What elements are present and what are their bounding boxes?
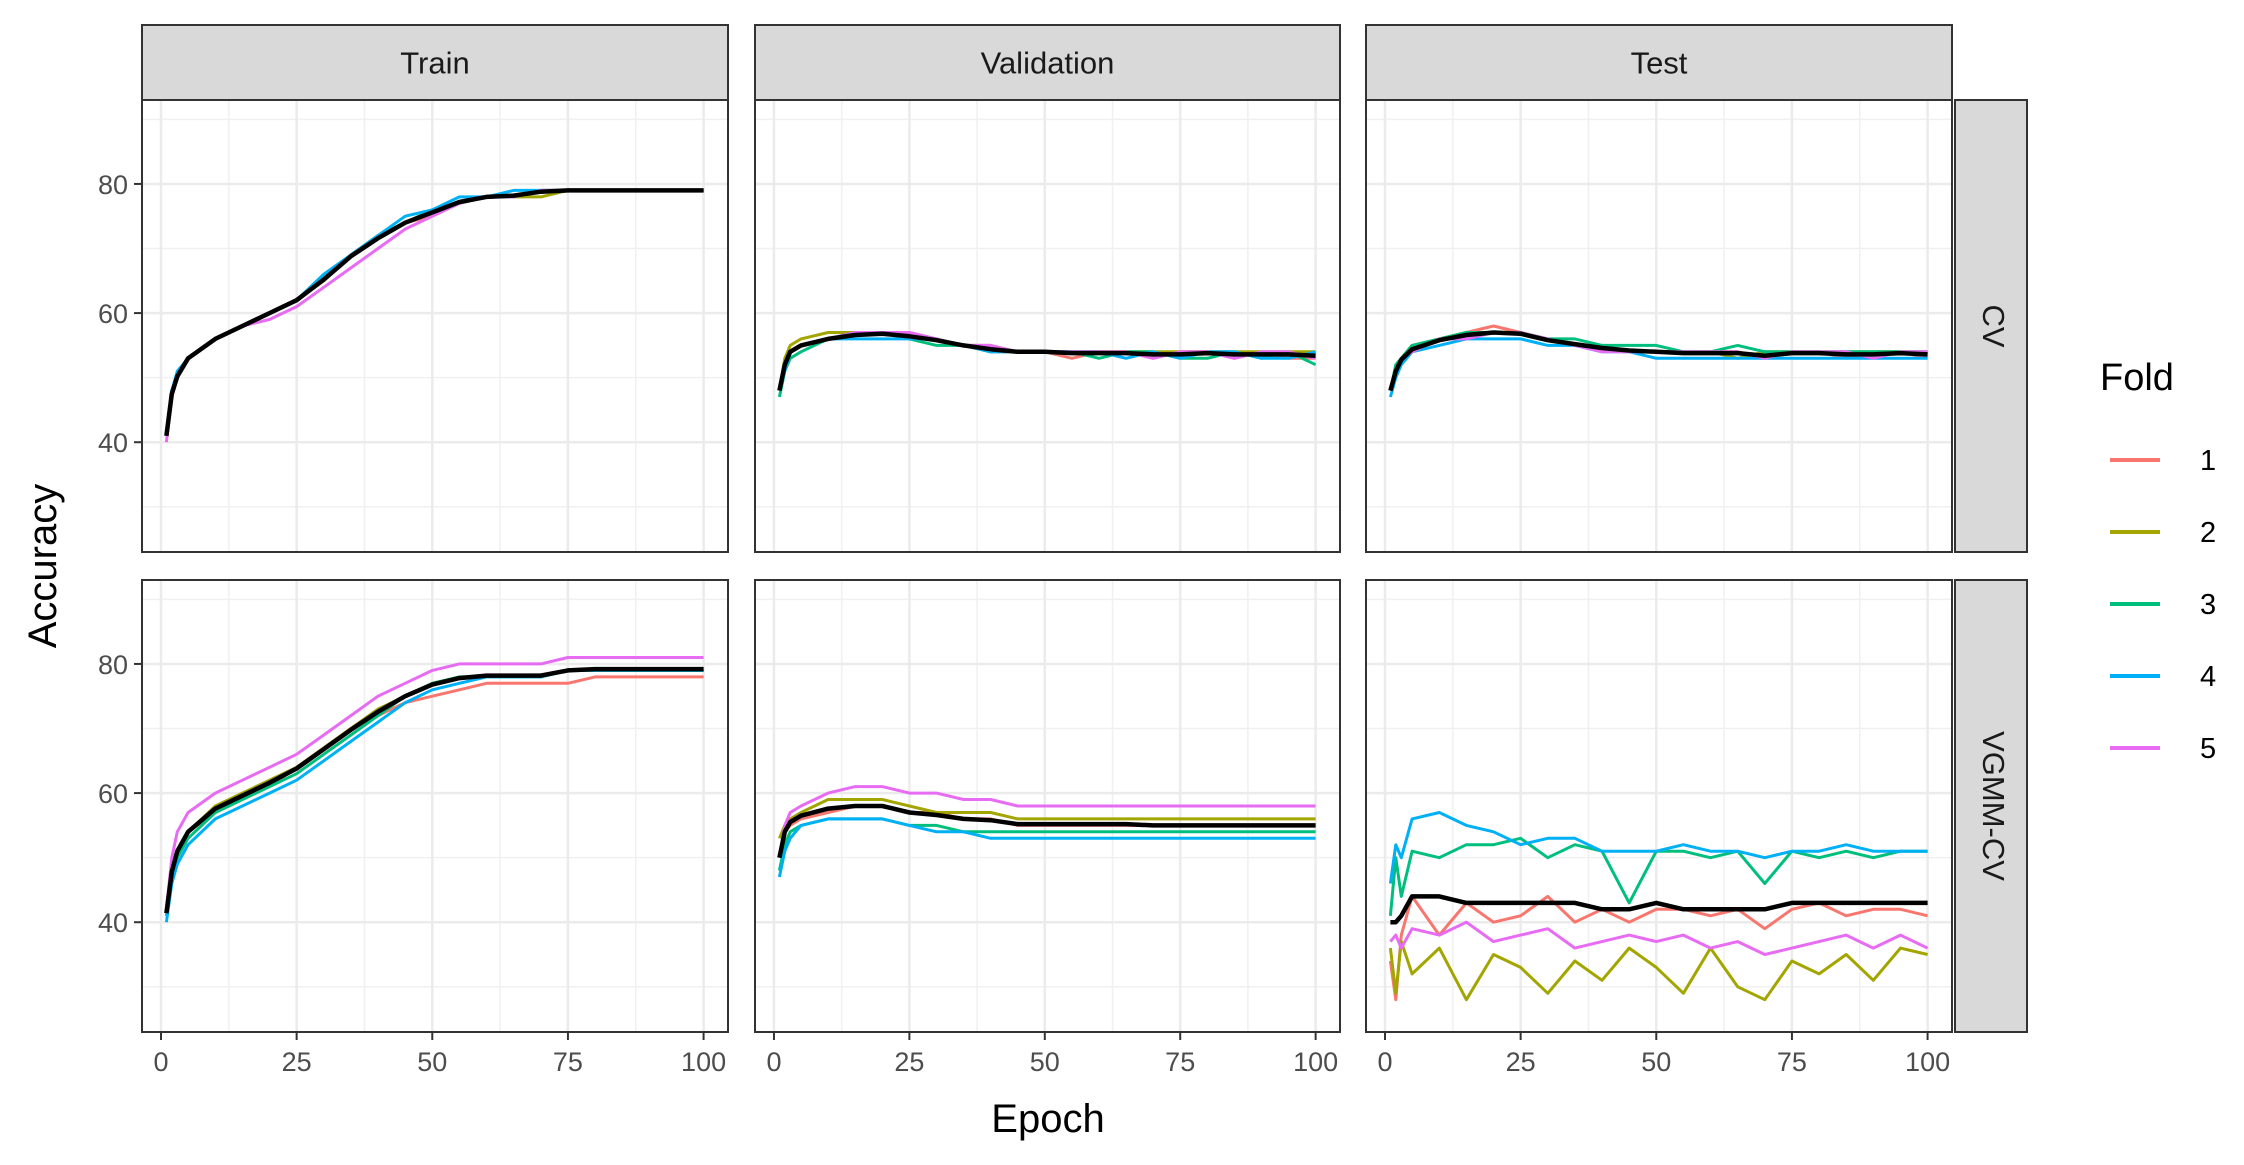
legend-item-fold-5: 5 (2110, 733, 2216, 765)
facet-strips: Train Validation Test CV VGMM-CV (141, 24, 2028, 1033)
legend: Fold 1 2 3 4 5 (2100, 357, 2216, 765)
strip-label: VGMM-CV (1976, 731, 2011, 881)
panel-cv-train (141, 99, 729, 553)
panel-cv-test (1365, 99, 1953, 553)
panel-vgmm-cv-test (1365, 579, 1953, 1033)
x-tick-label: 75 (1777, 1047, 1807, 1077)
x-tick-label: 0 (153, 1047, 168, 1077)
x-tick-label: 100 (1905, 1047, 1950, 1077)
panel-vgmm-cv-validation (754, 579, 1341, 1033)
x-tick-label: 75 (553, 1047, 583, 1077)
x-axis-title: Epoch (991, 1097, 1104, 1141)
series-line-mean (164, 666, 704, 914)
series-line-fold-2 (778, 798, 1316, 839)
legend-label: 3 (2200, 589, 2216, 621)
legend-item-fold-1: 1 (2110, 445, 2216, 477)
strip-label: Validation (981, 46, 1115, 81)
legend-item-fold-2: 2 (2110, 517, 2216, 549)
strip-cv: CV (1954, 99, 2028, 553)
y-tick-label: 80 (98, 650, 128, 680)
legend-label: 5 (2200, 733, 2216, 765)
strip-label: Train (400, 46, 469, 81)
x-tick-label: 25 (282, 1047, 312, 1077)
series-line-fold-4 (777, 817, 1316, 878)
y-tick-label: 60 (98, 779, 128, 809)
strip-label: Test (1631, 46, 1688, 81)
strip-test: Test (1365, 24, 1953, 101)
legend-label: 1 (2200, 445, 2216, 477)
legend-item-fold-4: 4 (2110, 661, 2216, 693)
series-line-fold-5 (164, 656, 704, 910)
x-tick-label: 50 (417, 1047, 447, 1077)
y-tick-label: 60 (98, 299, 128, 329)
x-tick-label: 0 (1377, 1047, 1392, 1077)
series-line-mean (777, 803, 1316, 859)
series-line-fold-5 (777, 785, 1316, 858)
series-line-fold-1 (1388, 894, 1928, 1002)
x-tick-label: 50 (1641, 1047, 1671, 1077)
y-tick-label: 80 (98, 170, 128, 200)
legend-label: 2 (2200, 517, 2216, 549)
axes: 40 60 80 40 60 80 0 25 50 75 100 0 25 50 75 100 0 25 50 75 1… (98, 170, 1950, 1077)
panel-cv-validation (754, 99, 1341, 553)
x-tick-label: 100 (681, 1047, 726, 1077)
x-tick-label: 25 (1506, 1047, 1536, 1077)
x-tick-label: 75 (1165, 1047, 1195, 1077)
strip-train: Train (141, 24, 729, 101)
legend-title: Fold (2100, 357, 2174, 399)
series-line-fold-5 (1389, 920, 1929, 956)
panel-vgmm-cv-train (141, 579, 729, 1033)
x-tick-label: 25 (894, 1047, 924, 1077)
series-line-mean (777, 331, 1316, 392)
strip-label: CV (1976, 304, 2011, 347)
series-line-mean (164, 188, 704, 437)
legend-label: 4 (2200, 661, 2216, 693)
series-line-fold-4 (1388, 811, 1928, 884)
panels-layer (141, 99, 1953, 1033)
series-line-fold-3 (1388, 836, 1928, 916)
y-tick-label: 40 (98, 428, 128, 458)
legend-item-fold-3: 3 (2110, 589, 2216, 621)
strip-vgmm-cv: VGMM-CV (1954, 579, 2028, 1033)
strip-validation: Validation (754, 24, 1341, 101)
x-tick-label: 0 (766, 1047, 781, 1077)
x-tick-label: 50 (1030, 1047, 1060, 1077)
series-line-fold-2 (1388, 940, 1928, 1002)
series-line-mean (1388, 330, 1928, 392)
y-axis-title: Accuracy (21, 484, 65, 649)
series-line-mean (1390, 894, 1928, 925)
x-tick-label: 100 (1293, 1047, 1338, 1077)
y-tick-label: 40 (98, 908, 128, 938)
